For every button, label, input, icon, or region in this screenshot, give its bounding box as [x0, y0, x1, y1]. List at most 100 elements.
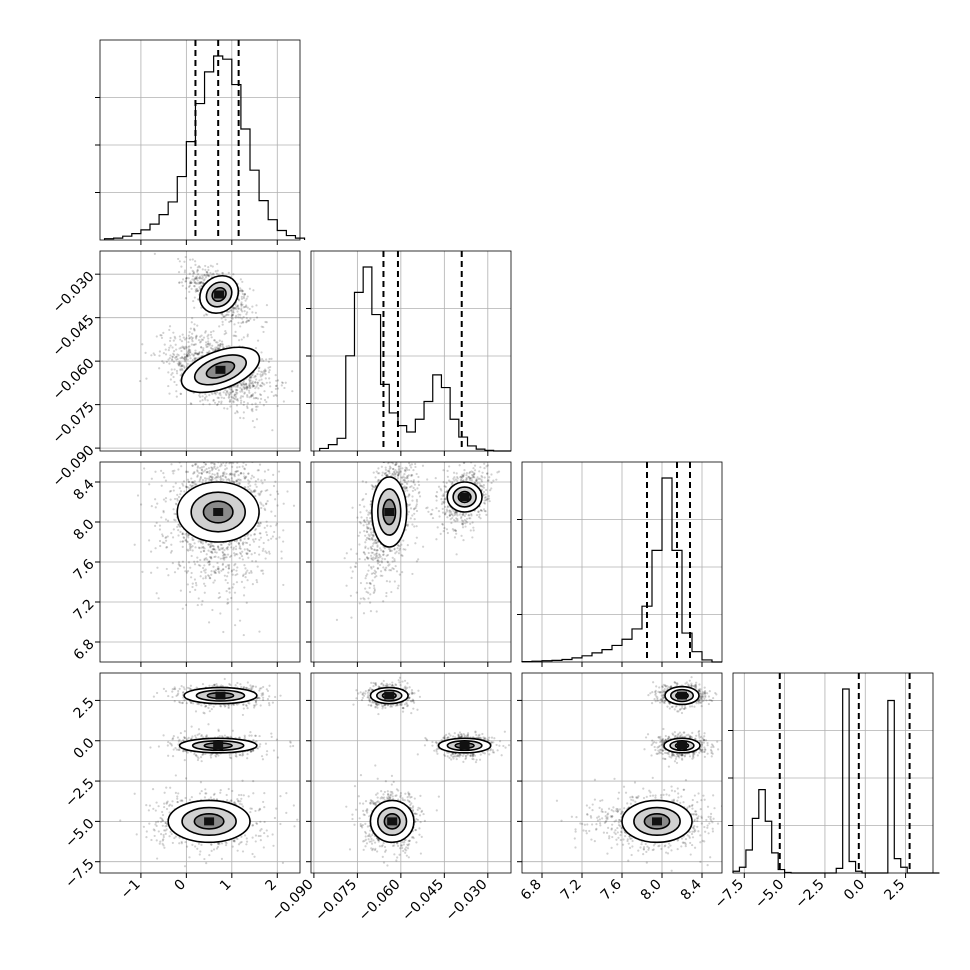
scatter-point [213, 570, 217, 574]
scatter-point [174, 512, 178, 516]
scatter-point [392, 470, 396, 473]
scatter-point [251, 384, 254, 387]
scatter-point [195, 406, 197, 408]
scatter-point [187, 353, 190, 356]
scatter-point [244, 572, 247, 576]
scatter-point [194, 281, 197, 284]
scatter-point [208, 394, 211, 397]
scatter-point [177, 495, 181, 499]
scatter-point [397, 584, 400, 587]
scatter-point [275, 524, 278, 527]
scatter-point [192, 299, 195, 303]
scatter-point [236, 458, 238, 460]
scatter-point [230, 388, 233, 391]
scatter-point [253, 489, 256, 492]
scatter-point [232, 480, 236, 484]
scatter-point [382, 553, 385, 557]
scatter-point [225, 440, 227, 442]
scatter-point [196, 289, 199, 293]
scatter-point [221, 472, 225, 475]
scatter-point [216, 269, 219, 272]
scatter-point [247, 537, 250, 540]
scatter-point [190, 452, 192, 454]
scatter-point [369, 566, 373, 569]
scatter-point [218, 325, 221, 328]
scatter-point [394, 468, 397, 472]
scatter-point [369, 593, 372, 596]
scatter-point [193, 343, 196, 346]
scatter-point [376, 545, 379, 548]
scatter-point [240, 580, 244, 583]
scatter-point [397, 468, 400, 471]
scatter-point [261, 373, 264, 376]
scatter-point [396, 474, 400, 477]
scatter-point [214, 393, 217, 396]
scatter-point [210, 469, 214, 472]
scatter-point [197, 563, 201, 567]
scatter-point [372, 565, 375, 568]
scatter-point [487, 497, 491, 500]
scatter-point [154, 547, 157, 550]
scatter-point [375, 575, 378, 578]
scatter-point [389, 444, 391, 446]
scatter-point [228, 563, 231, 567]
scatter-point [406, 475, 409, 478]
scatter-point [398, 549, 401, 552]
scatter-point [193, 471, 196, 475]
scatter-point [234, 624, 237, 627]
scatter-point [197, 338, 201, 342]
scatter-point [240, 384, 243, 387]
scatter-point [210, 573, 213, 576]
scatter-point [172, 472, 175, 475]
scatter-point [185, 276, 188, 280]
scatter-point [160, 516, 163, 519]
scatter-point [189, 266, 193, 269]
scatter-point [208, 563, 211, 566]
y-tick-label: 8.0 [71, 516, 98, 543]
scatter-point [190, 281, 193, 284]
scatter-point [224, 476, 227, 479]
scatter-point [210, 479, 213, 482]
scatter-point [241, 395, 245, 398]
scatter-point [370, 557, 373, 560]
scatter-point [154, 506, 157, 509]
scatter-point [179, 361, 182, 365]
scatter-point [186, 354, 189, 357]
scatter-point [213, 339, 216, 342]
scatter-point [401, 571, 404, 574]
scatter-point [212, 273, 215, 276]
scatter-point [234, 316, 237, 319]
scatter-point [241, 550, 244, 553]
scatter-point [261, 357, 264, 361]
scatter-point [248, 571, 251, 575]
scatter-point [214, 348, 217, 351]
scatter-point [398, 470, 401, 473]
scatter-point [209, 271, 212, 275]
scatter-point [162, 361, 165, 364]
scatter-point [241, 465, 244, 468]
scatter-point [233, 473, 236, 477]
scatter-point [193, 480, 196, 483]
scatter-point [245, 601, 248, 604]
scatter-point [398, 465, 401, 468]
scatter-point [367, 591, 370, 594]
scatter-point [240, 297, 244, 301]
scatter-point [458, 464, 461, 467]
scatter-point [232, 462, 235, 465]
scatter-point [259, 501, 262, 504]
scatter-point [201, 434, 203, 436]
scatter-point [407, 474, 410, 477]
y-tick-label: −0.060 [50, 355, 98, 403]
scatter-point [231, 465, 234, 468]
scatter-point [235, 314, 238, 317]
scatter-point [240, 321, 243, 325]
scatter-point [221, 342, 224, 346]
scatter-point [363, 558, 367, 561]
scatter-point [203, 278, 206, 281]
scatter-point [249, 386, 252, 390]
scatter-point [450, 512, 453, 516]
scatter-point [242, 403, 245, 406]
scatter-point [168, 328, 171, 332]
scatter-point [192, 538, 195, 541]
scatter-point [371, 536, 374, 539]
